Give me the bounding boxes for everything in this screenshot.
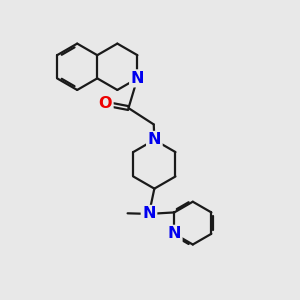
Text: N: N [131,71,144,86]
Text: N: N [148,132,161,147]
Text: N: N [142,206,156,221]
Text: N: N [167,226,181,241]
Text: O: O [99,96,112,111]
